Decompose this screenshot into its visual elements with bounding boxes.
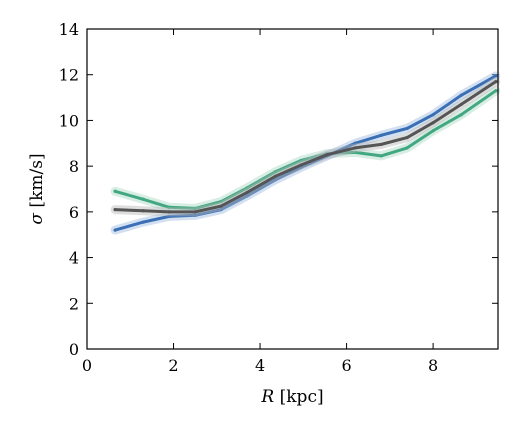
y-tick-label: 12 <box>59 66 79 85</box>
series-2-point <box>193 210 197 214</box>
series-0-point <box>299 158 303 163</box>
series-0-point <box>379 154 383 158</box>
series-1-point <box>494 74 498 78</box>
y-tick-label: 4 <box>69 249 79 268</box>
x-tick-label: 4 <box>255 356 265 375</box>
x-tick-label: 6 <box>341 356 351 375</box>
x-axis-label: R [kpc] <box>260 387 323 407</box>
x-tick-label: 2 <box>168 356 178 375</box>
series-2-point <box>325 153 329 157</box>
ticks-layer: 0 2 4 6 8 0 2 4 6 8 10 12 14 <box>59 20 498 375</box>
series-0-point <box>494 89 498 93</box>
series-0-point <box>245 186 249 190</box>
y-axis-label-symbol: σ <box>27 213 47 225</box>
series-1-point <box>141 220 145 224</box>
y-tick-label: 0 <box>69 340 79 359</box>
series-2-point <box>141 209 145 213</box>
series-0-point <box>167 205 171 209</box>
series-2-point <box>299 163 303 167</box>
series-2-band <box>110 77 501 217</box>
series-1-point <box>431 113 435 117</box>
series-2-point <box>379 142 383 147</box>
series-2-point <box>353 146 357 150</box>
series-1-point <box>459 93 463 97</box>
y-tick-label: 14 <box>59 20 79 39</box>
y-tick-label: 6 <box>69 203 79 222</box>
x-tick-label: 0 <box>82 356 92 375</box>
series-0-point <box>353 150 357 155</box>
y-axis-label-unit: [km/s] <box>27 153 47 213</box>
series-2-point <box>405 135 409 140</box>
series-0-point <box>459 113 463 117</box>
series-1-point <box>113 228 117 232</box>
series-1-point <box>193 213 197 217</box>
series-2-line <box>113 80 498 214</box>
series-0-point <box>113 189 117 193</box>
series-0-point <box>219 199 223 204</box>
y-tick-label: 2 <box>69 294 79 313</box>
series-1-point <box>219 207 223 212</box>
y-tick-label: 8 <box>69 157 79 176</box>
y-axis-label: σ [km/s] <box>27 153 47 224</box>
series-0-point <box>141 197 145 201</box>
series-2-point <box>113 207 117 212</box>
series-0-point <box>273 170 277 174</box>
series-1-point <box>379 133 383 137</box>
series-0-point <box>405 146 409 150</box>
series-1-point <box>353 141 357 145</box>
x-axis-label-unit: [kpc] <box>274 387 323 407</box>
series-0-point <box>431 129 435 133</box>
series-2-point <box>273 174 277 179</box>
x-axis-label-symbol: R <box>260 387 274 407</box>
series-2-point <box>431 121 435 125</box>
series-2-point <box>167 210 171 214</box>
x-tick-label: 8 <box>428 356 438 375</box>
plot-frame <box>86 28 499 350</box>
series-1-point <box>167 214 171 219</box>
series-2-point <box>245 190 249 195</box>
series-layer <box>110 71 501 235</box>
series-2-point <box>219 204 223 208</box>
series-1-point <box>273 178 277 182</box>
y-tick-label: 10 <box>59 111 79 130</box>
series-1-point <box>245 194 249 198</box>
series-2-point <box>459 102 463 107</box>
series-0-point <box>193 206 197 211</box>
series-2-point <box>494 79 498 84</box>
series-1-point <box>405 126 409 131</box>
